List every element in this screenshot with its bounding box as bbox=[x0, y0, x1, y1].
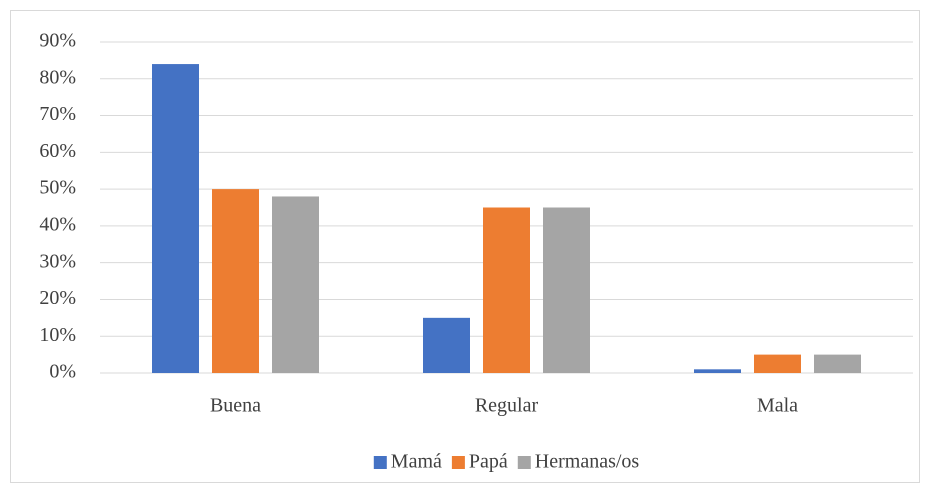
y-tick-label: 40% bbox=[39, 213, 76, 235]
bar bbox=[543, 207, 590, 373]
bar bbox=[152, 64, 199, 374]
y-tick-label: 70% bbox=[39, 103, 76, 125]
x-tick-label: Buena bbox=[210, 395, 261, 417]
legend-label: Hermanas/os bbox=[535, 451, 640, 473]
bar bbox=[212, 189, 259, 373]
y-tick-label: 30% bbox=[39, 250, 76, 272]
x-tick-label: Mala bbox=[757, 395, 798, 417]
legend-swatch bbox=[517, 456, 531, 469]
bar bbox=[272, 196, 319, 373]
legend-label: Mamá bbox=[391, 451, 442, 473]
bar bbox=[423, 317, 470, 373]
y-tick-label: 20% bbox=[39, 287, 76, 309]
y-tick-label: 80% bbox=[39, 66, 76, 88]
bar bbox=[694, 369, 741, 373]
y-tick-label: 90% bbox=[39, 30, 76, 52]
x-tick-label: Regular bbox=[475, 395, 539, 417]
y-tick-label: 10% bbox=[39, 324, 76, 346]
y-tick-label: 60% bbox=[39, 140, 76, 162]
legend-swatch bbox=[451, 456, 465, 469]
y-tick-label: 0% bbox=[49, 361, 76, 383]
bar bbox=[754, 354, 801, 373]
bar bbox=[814, 354, 861, 373]
legend-label: Papá bbox=[469, 451, 508, 473]
legend-swatch bbox=[373, 456, 387, 469]
bar bbox=[483, 207, 530, 373]
y-tick-label: 50% bbox=[39, 177, 76, 199]
